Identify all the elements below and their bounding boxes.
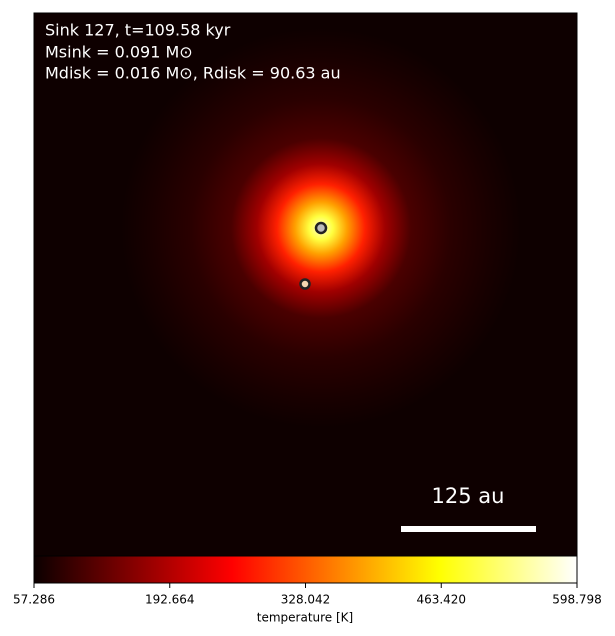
annotation: Mdisk = 0.016 M⊙, Rdisk = 90.63 au xyxy=(45,64,341,83)
annotation: Msink = 0.091 M⊙ xyxy=(45,43,193,62)
colorbar-tick-label: 192.664 xyxy=(145,593,195,607)
sink-marker xyxy=(314,221,328,235)
colorbar-tick-label: 463.420 xyxy=(416,593,466,607)
sink-marker xyxy=(299,278,311,290)
colorbar xyxy=(33,555,578,584)
scale-bar-label: 125 au xyxy=(432,484,505,508)
colorbar-tick-label: 598.798 xyxy=(552,593,602,607)
colorbar-tick-label: 57.286 xyxy=(13,593,55,607)
colorbar-label: temperature [K] xyxy=(257,611,353,625)
colorbar-tick-label: 328.042 xyxy=(281,593,331,607)
scale-bar xyxy=(401,526,536,532)
annotation: Sink 127, t=109.58 kyr xyxy=(45,21,231,40)
